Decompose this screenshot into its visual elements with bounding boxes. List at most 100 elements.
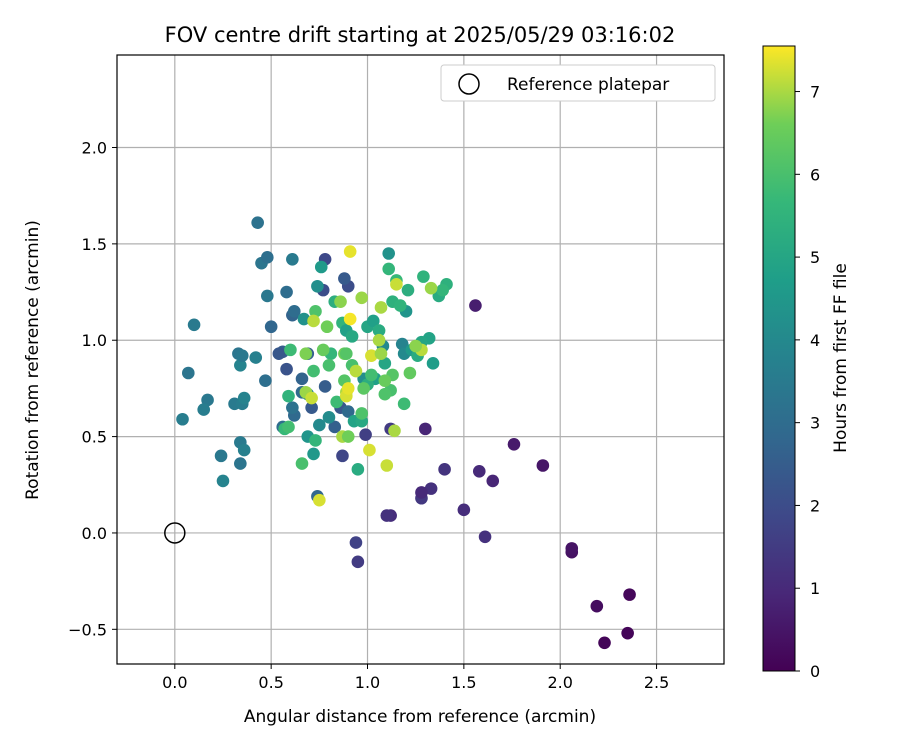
data-point [341,430,355,443]
data-point [237,443,251,457]
x-tick-label: 1.5 [451,673,476,692]
x-axis-ticks: 0.0 0.5 1.0 1.5 2.0 2.5 [162,664,669,692]
legend-entry-reference-platepar: Reference platepar [507,75,669,95]
data-point [365,349,378,362]
x-tick-label: 0.0 [162,673,187,692]
y-axis-ticks: −0.5 0.0 0.5 1.0 1.5 2.0 [68,139,117,639]
data-point [397,397,411,411]
grid-lines [117,55,724,664]
data-point [415,486,428,499]
data-point [309,434,322,447]
x-axis-label: Angular distance from reference (arcmin) [244,707,596,727]
data-point [261,251,274,264]
data-point [309,305,322,318]
data-point [363,443,376,457]
y-tick-label: 0.5 [82,428,107,447]
data-point [355,291,369,305]
legend-reference-marker [458,73,480,95]
data-point [372,333,386,347]
data-point [438,463,451,476]
colorbar-tick-label: 7 [810,83,820,102]
data-point [424,482,438,495]
data-point [280,285,293,299]
data-point [469,299,482,312]
data-points [176,216,636,650]
chart-title: FOV centre drift starting at 2025/05/29 … [165,23,676,47]
data-point [286,252,299,266]
data-point [305,391,318,405]
data-point [287,305,301,318]
data-point [590,599,604,613]
colorbar: 0 1 2 3 4 5 6 7 Hours from first FF file [762,45,851,681]
data-point [478,530,492,544]
data-point [176,412,189,426]
data-point [341,382,355,395]
data-point [305,401,318,414]
data-point [378,374,392,387]
data-point [313,493,326,507]
x-tick-label: 1.0 [355,673,380,692]
data-point [349,364,363,378]
legend: Reference platepar [440,64,716,102]
data-point [234,457,247,470]
data-point [507,437,521,451]
data-point [486,474,500,488]
data-point [351,555,365,569]
data-point [401,283,415,297]
data-point [380,459,394,472]
y-tick-label: 2.0 [82,139,107,158]
y-tick-label: 1.0 [82,331,107,350]
data-point [343,312,357,326]
data-point [259,374,272,387]
data-point [249,351,263,364]
data-point [311,279,324,293]
data-point [374,301,388,314]
reference-marker-layer [164,522,186,544]
data-point [307,364,320,378]
data-point [216,474,230,488]
data-point [351,463,365,476]
data-point [338,272,351,285]
colorbar-tick-label: 4 [810,331,820,350]
data-point [424,281,438,295]
y-tick-label: 0.0 [82,524,107,543]
data-point [457,503,471,517]
data-point [235,349,249,362]
data-point [623,588,636,601]
data-point [187,318,201,332]
data-point [214,449,228,463]
data-point [345,330,359,343]
plot-area-frame [116,54,725,665]
data-point [349,536,363,549]
data-point [181,366,195,380]
colorbar-tick-label: 0 [810,662,820,681]
data-point [388,424,401,438]
data-point [365,368,378,382]
data-point [318,380,332,393]
data-point [322,411,336,424]
colorbar-tick-label: 1 [810,579,820,598]
colorbar-label: Hours from first FF file [831,263,851,453]
colorbar-tick-label: 2 [810,496,820,515]
x-tick-label: 2.0 [547,673,572,692]
data-point [372,324,386,337]
data-point [251,216,264,229]
data-point [359,428,372,441]
data-point [343,245,357,258]
colorbar-ticks: 0 1 2 3 4 5 6 7 [795,83,820,681]
data-point [436,283,449,297]
data-point [341,405,355,418]
data-point [307,314,320,328]
data-point [328,420,342,434]
data-point [382,247,396,260]
data-point [382,262,396,276]
data-point [272,347,286,361]
data-point [295,372,309,386]
data-point [393,299,407,312]
data-point [264,320,278,334]
data-point [316,343,330,357]
data-point [322,358,336,372]
data-point [282,420,295,434]
data-point [201,393,214,407]
